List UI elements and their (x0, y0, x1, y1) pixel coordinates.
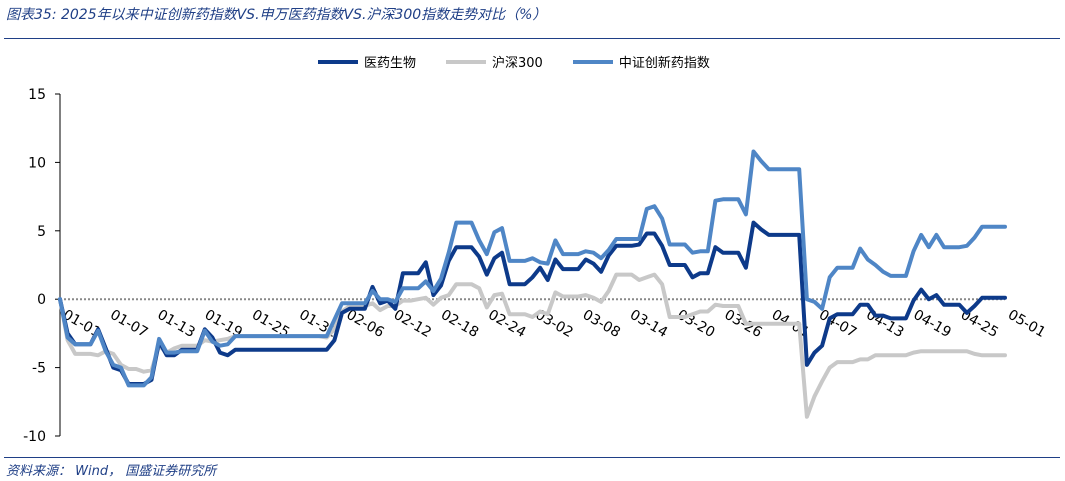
legend-label-innovative-drug: 中证创新药指数 (618, 56, 710, 71)
y-tick-label: -10 (23, 429, 46, 445)
figure-title: 图表35: 2025年以来中证创新药指数VS.申万医药指数VS.沪深300指数走… (6, 7, 547, 23)
series-line-pharma (58, 220, 1007, 386)
y-tick-label: 0 (37, 292, 46, 308)
legend-item-pharma: 医药生物 (318, 52, 416, 71)
x-tick-label: 03-14 (627, 307, 670, 341)
legend-swatch-innovative-drug (572, 59, 613, 64)
x-tick-label: 01-07 (107, 307, 150, 341)
x-tick-label: 02-18 (438, 307, 481, 341)
x-tick-label: 04-13 (863, 307, 906, 341)
series-line-hs300 (58, 272, 1007, 419)
source-note: 资料来源： Wind， 国盛证券研究所 (6, 464, 217, 479)
chart-legend: 医药生物 沪深300 中证创新药指数 (318, 52, 710, 71)
legend-swatch-hs300 (446, 59, 487, 64)
legend-label-pharma: 医药生物 (364, 56, 417, 71)
x-tick-label: 02-12 (391, 307, 434, 341)
legend-item-innovative-drug: 中证创新药指数 (572, 52, 710, 71)
y-tick-label: 15 (28, 87, 46, 103)
x-tick-label: 03-08 (580, 307, 623, 341)
y-tick-label: 5 (37, 224, 46, 240)
y-tick-label: 10 (28, 155, 46, 171)
x-tick-label: 04-19 (911, 307, 954, 341)
x-tick-label: 01-13 (155, 307, 198, 341)
legend-item-hs300: 沪深300 (446, 52, 543, 71)
series-line-innovative-drug (58, 149, 1007, 388)
bottom-rule (4, 457, 1060, 458)
legend-label-hs300: 沪深300 (492, 56, 543, 71)
legend-swatch-pharma (318, 59, 358, 64)
x-tick-label: 05-01 (1005, 307, 1048, 341)
top-rule (4, 38, 1060, 39)
y-tick-label: -5 (32, 361, 46, 377)
